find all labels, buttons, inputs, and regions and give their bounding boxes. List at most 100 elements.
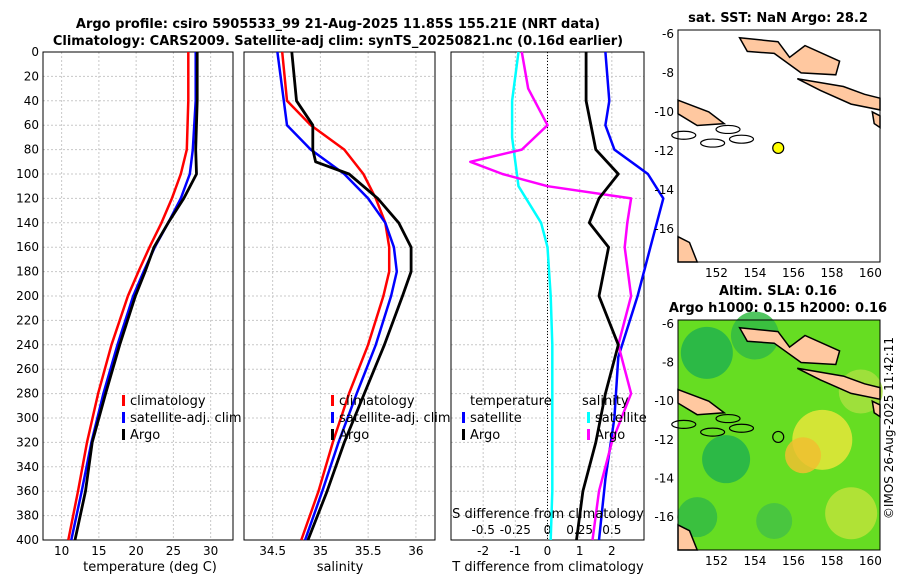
x-tick-label: -2 (477, 544, 489, 558)
map-lon-tick-label: 156 (782, 266, 805, 280)
legend-label: satellite (470, 411, 522, 426)
sla-anomaly-patch (756, 503, 793, 540)
reef-outline (715, 413, 741, 424)
coastline (738, 326, 841, 366)
legend-swatch (587, 412, 590, 423)
y-tick-label: 0 (31, 45, 39, 59)
sla-anomaly-patch (677, 497, 718, 538)
legend-swatch (462, 429, 465, 440)
coastline (871, 110, 881, 129)
reef-outline (728, 134, 755, 144)
sla-anomaly-patch (825, 487, 878, 540)
map-lat-tick-label: -6 (662, 317, 674, 331)
temperature-xlabel: temperature (deg C) (83, 560, 217, 575)
legend-swatch (462, 412, 465, 423)
y-tick-label: 20 (24, 69, 39, 83)
map-lat-tick-label: -12 (654, 433, 674, 447)
y-tick-label: 140 (16, 216, 39, 230)
legend-label: satellite (595, 411, 647, 426)
temperature-satellite-diff-line (510, 51, 554, 541)
argo-float-marker (772, 141, 785, 155)
map-lat-tick-label: -14 (654, 471, 674, 485)
x-tick-label: 35.5 (355, 544, 382, 558)
map-frame (677, 319, 881, 551)
difference-panel: -2 -1 0 1 2 -0.5 -0.25 0 0.25 0.5 temperature salin… (450, 51, 665, 558)
y-tick-label: 240 (16, 338, 39, 352)
y-tick-label: 160 (16, 240, 39, 254)
legend-label: Argo (470, 428, 500, 443)
legend-label: climatology (339, 394, 415, 409)
legend-swatch (587, 429, 590, 440)
map-lat-tick-label: -14 (654, 183, 674, 197)
map-lat-tick-label: -6 (662, 27, 674, 41)
y-tick-label: 360 (16, 484, 39, 498)
y-tick-label: 100 (16, 167, 39, 181)
axes-frame (42, 51, 234, 541)
x-tick-label: -1 (509, 544, 521, 558)
salinity-diff-tick-label: -0.25 (500, 523, 531, 537)
legend-swatch (331, 429, 334, 440)
x-tick-label: 15 (91, 544, 106, 558)
y-tick-label: 120 (16, 191, 39, 205)
legend-swatch (122, 395, 125, 406)
reef-outline (671, 130, 697, 140)
sla-anomaly-patch (702, 435, 751, 484)
salinity-argo-line (290, 51, 413, 541)
y-tick-label: 340 (16, 460, 39, 474)
argo-float-marker (772, 430, 785, 444)
y-tick-label: 40 (24, 94, 39, 108)
y-tick-label: 180 (16, 265, 39, 279)
axes-frame (243, 51, 436, 541)
difference-top-xlabel: S difference from climatology (452, 507, 644, 522)
map-lon-tick-label: 160 (859, 554, 882, 568)
sla-anomaly-patch (785, 437, 822, 474)
x-tick-label: 1 (576, 544, 584, 558)
legend-label: Argo (130, 428, 160, 443)
x-tick-label: 36 (408, 544, 423, 558)
coastline (738, 36, 841, 76)
map-lat-tick-label: -10 (654, 105, 674, 119)
x-tick-label: 2 (608, 544, 616, 558)
legend-header-temperature: temperature (470, 394, 552, 409)
map-lat-tick-label: -10 (654, 394, 674, 408)
map-lat-tick-label: -16 (654, 510, 674, 524)
map-lat-tick-label: -12 (654, 144, 674, 158)
salinity-diff-tick-label: 0 (544, 523, 552, 537)
sla-map-panel: 152 154 156 158 160 -6 -8 -10 -12 -14 -16 (654, 311, 883, 568)
legend-label: Argo (339, 428, 369, 443)
salinity-climatology-line (280, 51, 391, 541)
y-tick-label: 220 (16, 313, 39, 327)
imos-watermark: ©IMOS 26-Aug-2025 11:42:11 (882, 337, 896, 519)
figure-title-line1: Argo profile: csiro 5905533_99 21-Aug-20… (76, 17, 600, 32)
y-tick-label: 200 (16, 289, 39, 303)
map-lat-tick-label: -16 (654, 222, 674, 236)
map-lat-tick-label: -8 (662, 66, 674, 80)
sst-map-panel: 152 154 156 158 160 -6 -8 -10 -12 -14 -16 (654, 27, 881, 280)
salinity-satellite-line (276, 51, 399, 541)
sla-map-subtitle: Argo h1000: 0.15 h2000: 0.16 (669, 301, 887, 316)
map-lon-tick-label: 158 (820, 554, 843, 568)
salinity-diff-tick-label: 0.5 (602, 523, 621, 537)
y-tick-label: 320 (16, 435, 39, 449)
x-tick-label: 20 (128, 544, 143, 558)
x-tick-label: 10 (54, 544, 69, 558)
legend-label: satellite-adj. clim (130, 411, 242, 426)
temperature-climatology-line (67, 52, 190, 541)
map-lon-tick-label: 154 (743, 554, 766, 568)
legend-header-salinity: salinity (582, 394, 629, 409)
x-tick-label: 35 (313, 544, 328, 558)
sla-anomaly-patch (680, 326, 733, 379)
y-tick-label: 400 (16, 533, 39, 547)
map-lon-tick-label: 156 (782, 554, 805, 568)
x-tick-label: 34.5 (259, 544, 286, 558)
coastline (796, 77, 881, 111)
map-lat-tick-label: -8 (662, 356, 674, 370)
salinity-satellite-diff-line (597, 51, 665, 541)
y-tick-label: 380 (16, 509, 39, 523)
temperature-panel: 0 20 40 60 80 100 120 140 160 180 200 220 240 260 280 3… (16, 45, 242, 558)
x-tick-label: 0 (544, 544, 552, 558)
salinity-xlabel: salinity (317, 560, 364, 575)
salinity-diff-tick-label: 0.25 (566, 523, 593, 537)
coastline (677, 235, 699, 263)
